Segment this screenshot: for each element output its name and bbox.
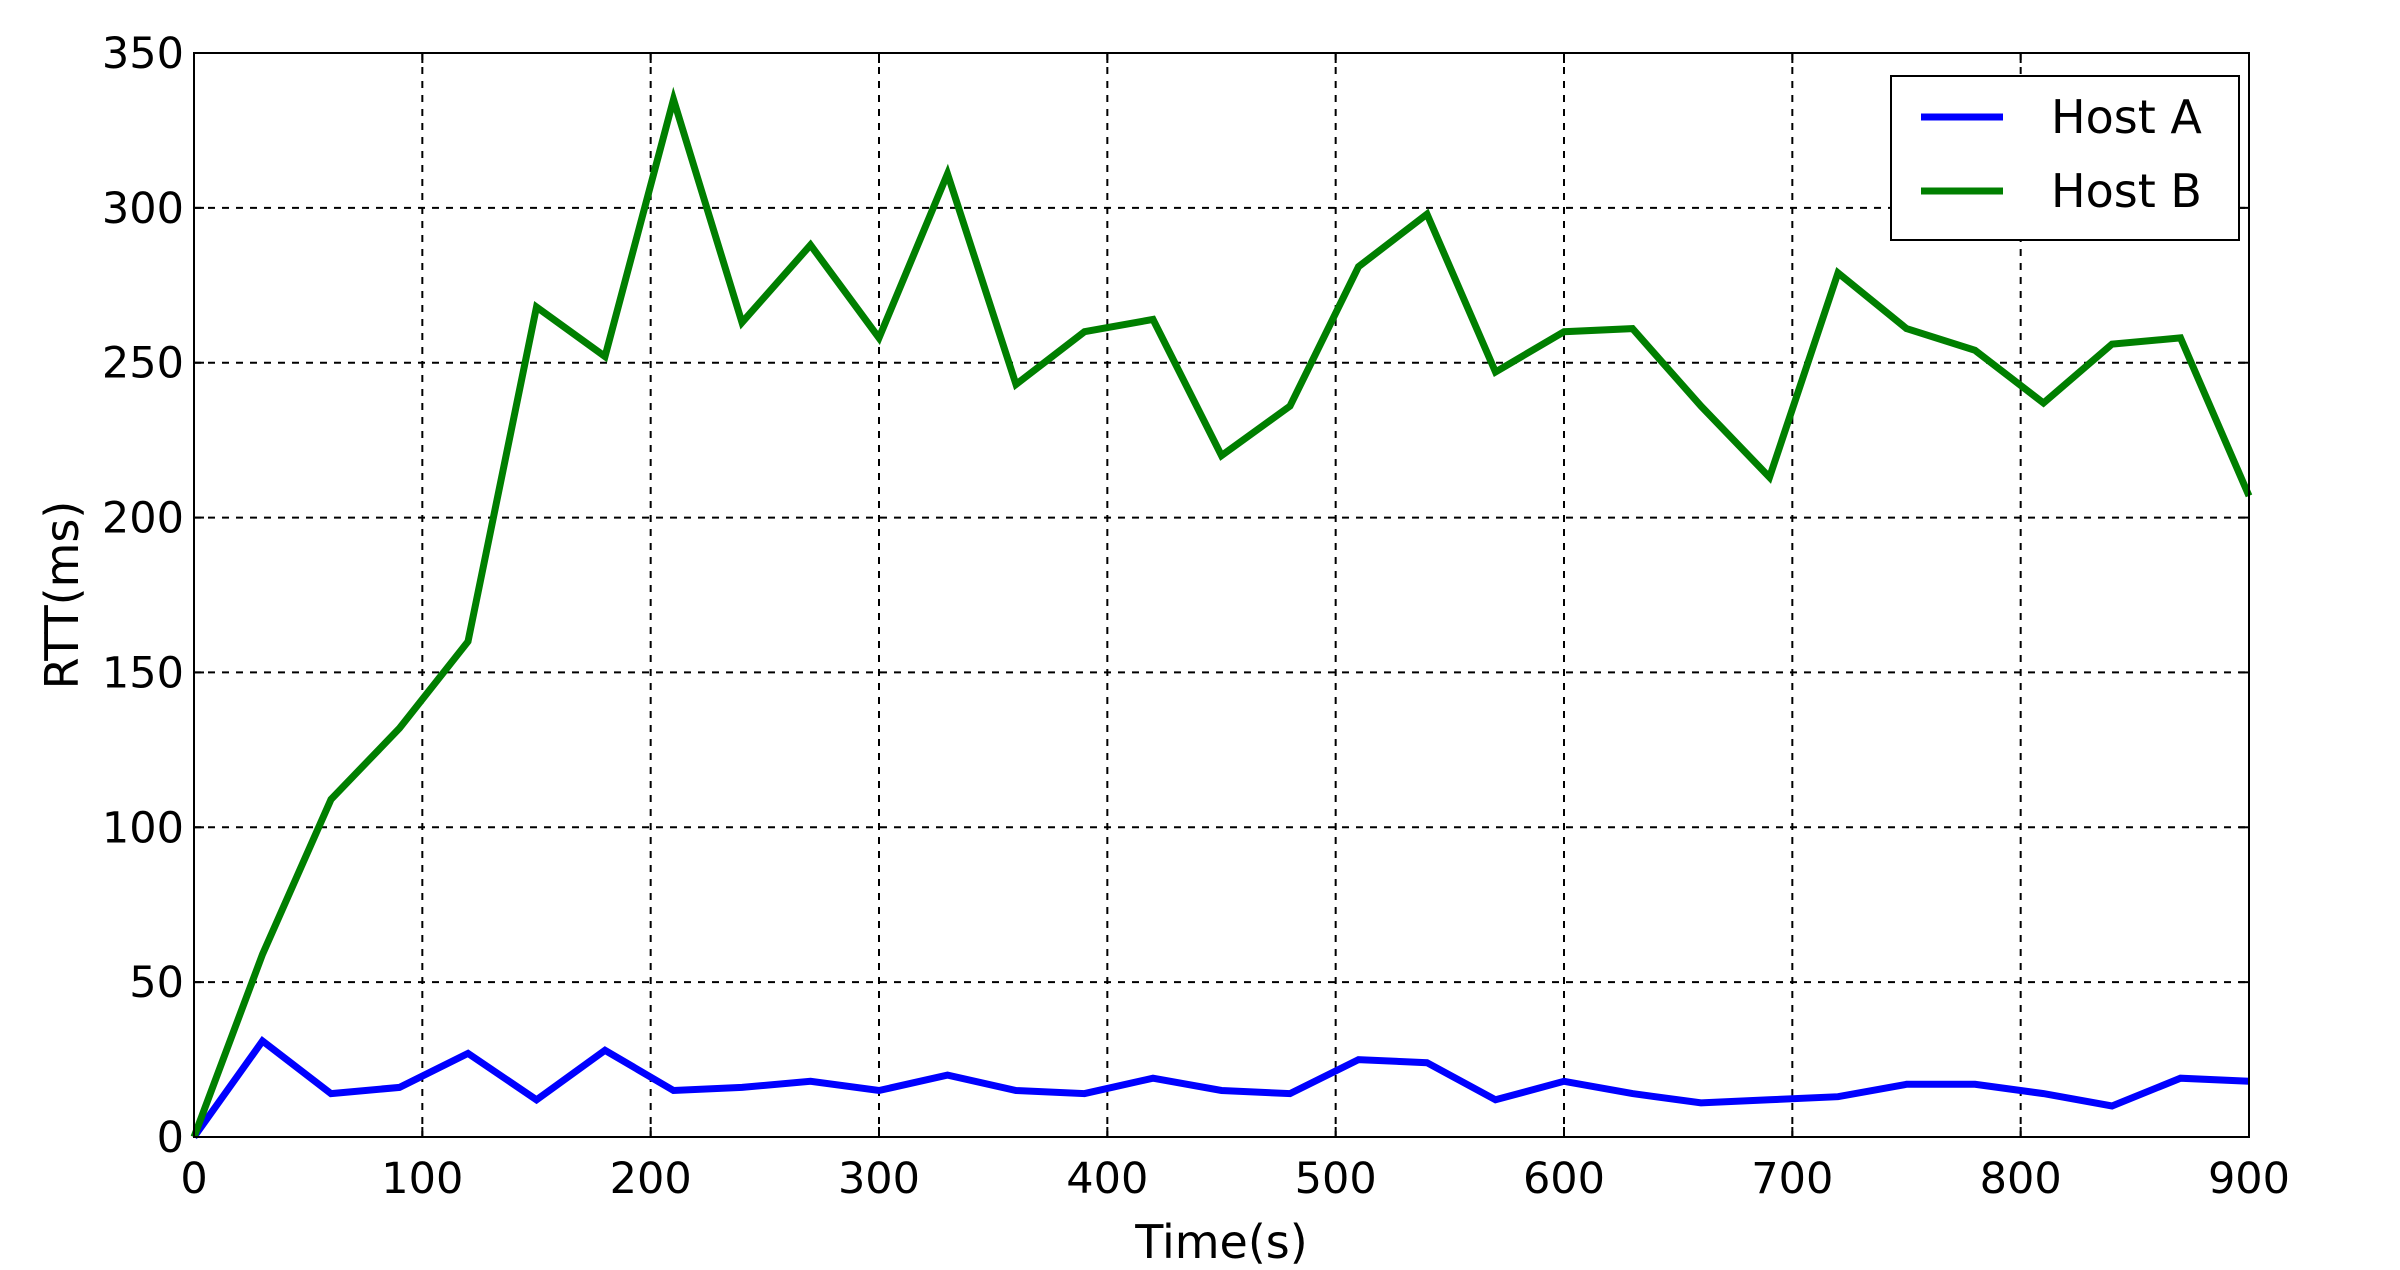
plot-frame bbox=[193, 52, 2250, 1138]
x-axis-title: Time(s) bbox=[1134, 1215, 1307, 1269]
y-tick-label: 350 bbox=[102, 29, 184, 79]
axis-ticks bbox=[193, 52, 2250, 1138]
y-tick-labels: 0 50 100 150 200 250 300 350 bbox=[102, 29, 184, 1163]
y-tick-label: 300 bbox=[102, 184, 184, 234]
series-line-host-a bbox=[191, 1036, 2250, 1140]
x-tick-label: 600 bbox=[1523, 1154, 1605, 1204]
x-tick-label: 200 bbox=[610, 1154, 692, 1204]
x-tick-label: 800 bbox=[1980, 1154, 2062, 1204]
plot-series bbox=[190, 86, 2253, 1140]
y-axis-title: RTT(ms) bbox=[35, 501, 89, 690]
x-tick-label: 700 bbox=[1751, 1154, 1833, 1204]
x-tick-label: 0 bbox=[180, 1154, 207, 1204]
x-tick-label: 900 bbox=[2208, 1154, 2290, 1204]
y-tick-label: 200 bbox=[102, 494, 184, 544]
x-tick-label: 500 bbox=[1295, 1154, 1377, 1204]
x-tick-labels: 0 100 200 300 400 500 600 700 800 900 bbox=[180, 1154, 2290, 1204]
y-tick-label: 150 bbox=[102, 648, 184, 698]
x-tick-label: 300 bbox=[838, 1154, 920, 1204]
y-tick-label: 0 bbox=[157, 1113, 184, 1163]
series-line-host-b bbox=[190, 86, 2253, 1139]
grid bbox=[194, 53, 2249, 1137]
y-tick-label: 50 bbox=[129, 958, 184, 1008]
legend-frame bbox=[1890, 75, 2240, 241]
legend-label-host-a: Host A bbox=[2051, 90, 2202, 144]
y-tick-label: 250 bbox=[102, 339, 184, 389]
x-tick-label: 400 bbox=[1066, 1154, 1148, 1204]
legend-label-host-b: Host B bbox=[2051, 164, 2202, 218]
legend: Host A Host B bbox=[1890, 75, 2240, 241]
y-tick-label: 100 bbox=[102, 803, 184, 853]
x-tick-label: 100 bbox=[381, 1154, 463, 1204]
